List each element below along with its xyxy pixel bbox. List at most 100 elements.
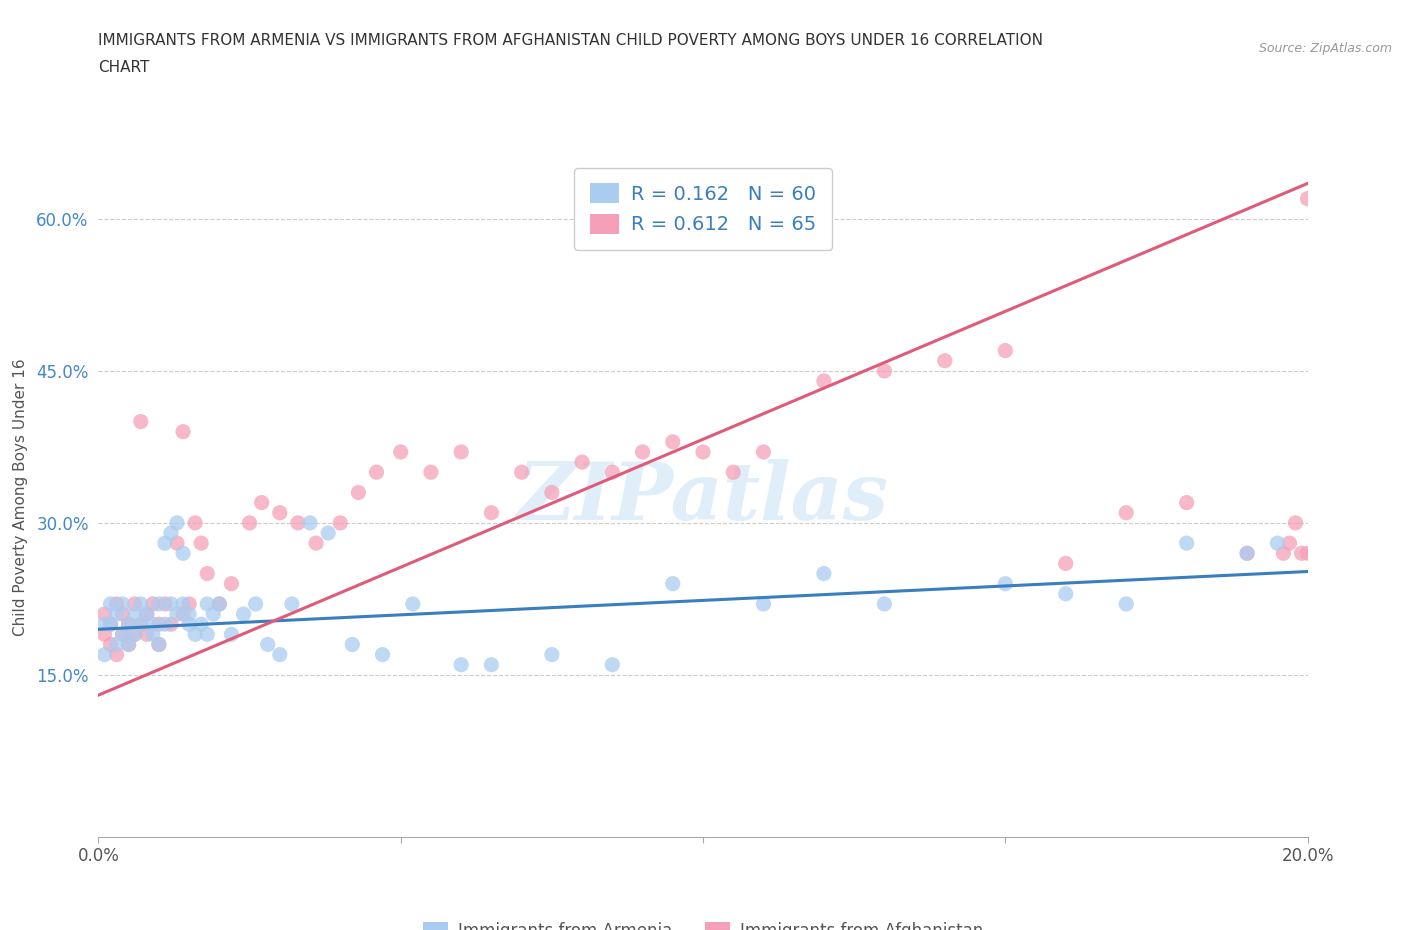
Point <box>239 515 262 530</box>
Point <box>118 617 141 631</box>
Text: IMMIGRANTS FROM ARMENIA VS IMMIGRANTS FROM AFGHANISTAN CHILD POVERTY AMONG BOYS : IMMIGRANTS FROM ARMENIA VS IMMIGRANTS FR… <box>98 33 1043 47</box>
Point <box>540 485 562 500</box>
Point <box>371 647 394 662</box>
Point <box>1265 536 1288 551</box>
Point <box>129 617 152 631</box>
Point <box>105 606 128 621</box>
Point <box>166 515 188 530</box>
Point <box>202 606 225 621</box>
Point <box>994 577 1017 591</box>
Point <box>221 627 243 642</box>
Point <box>481 505 503 520</box>
Point <box>124 627 146 642</box>
Point <box>105 647 128 662</box>
Point <box>1272 546 1295 561</box>
Point <box>389 445 412 459</box>
Point <box>1175 495 1198 510</box>
Point <box>994 343 1017 358</box>
Point <box>481 658 503 672</box>
Point <box>153 536 176 551</box>
Point <box>305 536 328 551</box>
Point <box>602 658 624 672</box>
Point <box>195 566 218 581</box>
Point <box>329 515 352 530</box>
Point <box>190 617 212 631</box>
Point <box>118 637 141 652</box>
Point <box>135 606 157 621</box>
Point <box>1054 556 1077 571</box>
Point <box>100 637 122 652</box>
Point <box>142 627 165 642</box>
Point <box>661 577 683 591</box>
Point <box>540 647 562 662</box>
Point <box>195 596 218 611</box>
Point <box>366 465 388 480</box>
Point <box>1115 596 1137 611</box>
Point <box>93 606 115 621</box>
Point <box>177 596 201 611</box>
Point <box>172 596 194 611</box>
Point <box>124 606 146 621</box>
Point <box>347 485 370 500</box>
Point <box>172 424 194 439</box>
Point <box>111 627 134 642</box>
Text: CHART: CHART <box>98 60 150 75</box>
Point <box>148 637 170 652</box>
Point <box>450 658 472 672</box>
Point <box>1291 546 1313 561</box>
Point <box>111 627 134 642</box>
Point <box>1115 505 1137 520</box>
Point <box>177 617 201 631</box>
Point <box>160 525 183 540</box>
Point <box>1278 536 1301 551</box>
Point <box>269 647 291 662</box>
Point <box>160 617 183 631</box>
Point <box>118 637 141 652</box>
Point <box>195 627 218 642</box>
Point <box>93 627 115 642</box>
Point <box>450 445 472 459</box>
Point <box>752 596 775 611</box>
Point <box>1054 587 1077 602</box>
Point <box>510 465 533 480</box>
Point <box>342 637 364 652</box>
Point <box>100 617 122 631</box>
Point <box>93 617 115 631</box>
Point <box>1236 546 1258 561</box>
Point <box>934 353 956 368</box>
Point <box>190 536 212 551</box>
Point <box>661 434 683 449</box>
Point <box>873 364 896 379</box>
Text: Source: ZipAtlas.com: Source: ZipAtlas.com <box>1258 42 1392 55</box>
Point <box>148 617 170 631</box>
Point <box>419 465 441 480</box>
Point <box>631 445 654 459</box>
Point <box>752 445 775 459</box>
Point <box>208 596 231 611</box>
Point <box>148 596 170 611</box>
Point <box>1296 192 1319 206</box>
Point <box>299 515 322 530</box>
Point <box>153 596 176 611</box>
Point <box>148 637 170 652</box>
Point <box>100 596 122 611</box>
Point <box>184 515 207 530</box>
Point <box>184 627 207 642</box>
Point <box>221 577 243 591</box>
Point <box>813 374 835 389</box>
Y-axis label: Child Poverty Among Boys Under 16: Child Poverty Among Boys Under 16 <box>13 359 28 636</box>
Point <box>153 617 176 631</box>
Point <box>269 505 291 520</box>
Point <box>1175 536 1198 551</box>
Point <box>571 455 593 470</box>
Point <box>93 647 115 662</box>
Point <box>873 596 896 611</box>
Point <box>402 596 425 611</box>
Point <box>813 566 835 581</box>
Point <box>142 596 165 611</box>
Point <box>177 606 201 621</box>
Point <box>172 606 194 621</box>
Point <box>692 445 714 459</box>
Point <box>245 596 267 611</box>
Point <box>256 637 278 652</box>
